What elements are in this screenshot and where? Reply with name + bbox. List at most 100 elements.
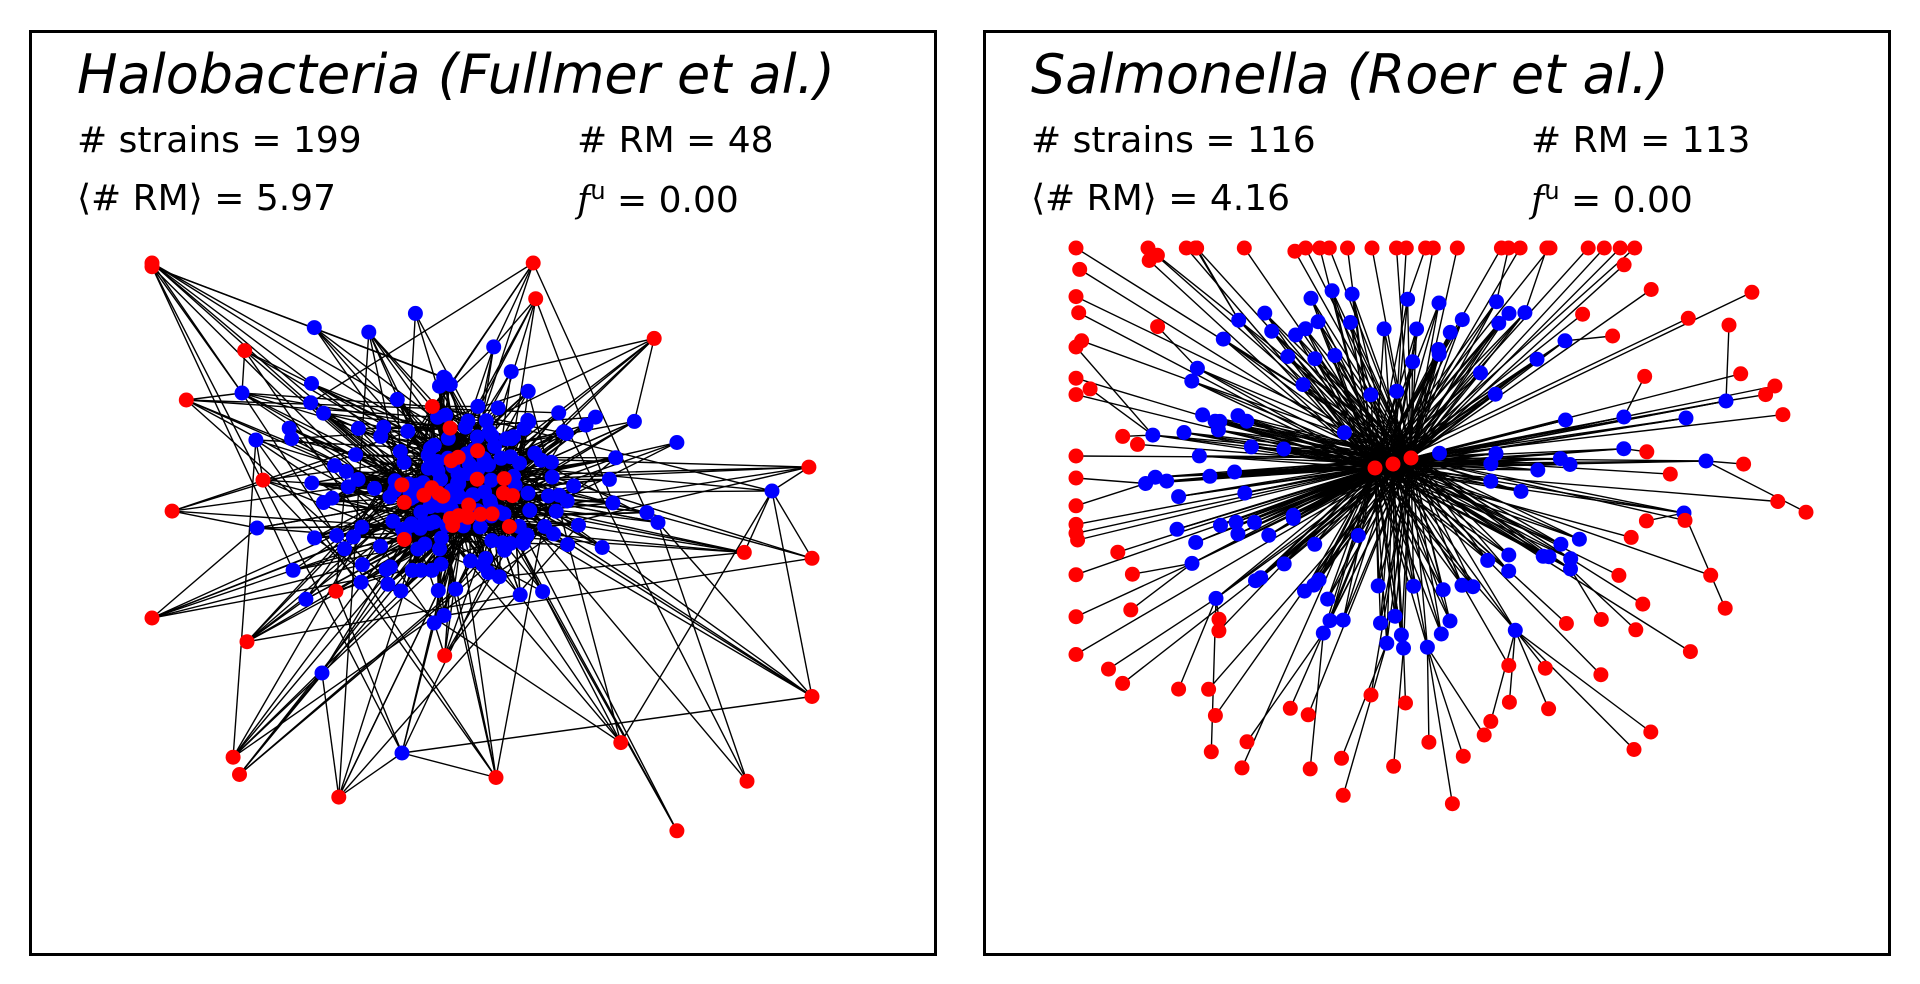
rm-node — [1211, 611, 1227, 627]
strain-node — [316, 405, 331, 421]
strain-node — [1184, 555, 1200, 571]
edge — [1246, 632, 1324, 743]
strain-node — [512, 587, 528, 603]
edge — [1392, 463, 1442, 635]
strain-node — [1557, 333, 1573, 349]
edge — [1304, 247, 1412, 459]
strain-node — [248, 432, 264, 448]
rm-node — [488, 770, 504, 785]
edge — [1075, 346, 1154, 436]
nodes — [144, 255, 820, 839]
edge — [1130, 562, 1193, 611]
edge — [1570, 568, 1637, 631]
strain-node — [1454, 312, 1470, 328]
strain-node — [1350, 528, 1366, 543]
rm-node — [1335, 787, 1351, 803]
strain-node — [1370, 578, 1386, 594]
rm-node — [1403, 450, 1419, 466]
strain-node — [1307, 536, 1323, 552]
edge — [1346, 247, 1376, 469]
edge — [432, 405, 567, 435]
rm-node — [1364, 240, 1380, 256]
rm-node — [1321, 240, 1337, 256]
rm-node — [1068, 289, 1084, 305]
edge — [313, 327, 452, 462]
rm-node — [1476, 727, 1492, 743]
panel-title: Salmonella (Roer et al.) — [1031, 43, 1669, 106]
rm-node — [1770, 494, 1786, 509]
strain-node — [1396, 640, 1411, 656]
strain-node — [1344, 286, 1360, 302]
edge — [1156, 254, 1240, 321]
strain-node — [533, 452, 549, 468]
edge — [657, 522, 748, 782]
strain-node — [450, 466, 466, 482]
rm-node — [1501, 694, 1517, 710]
rm-node — [525, 255, 541, 271]
edge — [1215, 467, 1376, 599]
edge — [1075, 467, 1376, 526]
strain-count: # strains = 116 — [1031, 120, 1316, 161]
edge — [1075, 477, 1146, 485]
edge — [553, 533, 813, 698]
strain-node — [1480, 552, 1496, 568]
edge — [1426, 646, 1485, 736]
rm-node — [1150, 319, 1166, 335]
strain-node — [1257, 305, 1273, 321]
rm-node — [495, 485, 511, 501]
rm-node — [473, 506, 489, 522]
strain-node — [424, 562, 440, 578]
strain-node — [1433, 626, 1449, 642]
rm-node — [1300, 707, 1316, 723]
edge — [1392, 247, 1589, 465]
edge — [171, 510, 258, 529]
strain-node — [422, 499, 438, 515]
edge — [1075, 457, 1412, 576]
edge — [498, 511, 813, 698]
edge — [310, 262, 534, 404]
edge — [1426, 646, 1464, 757]
strain-node — [1342, 315, 1358, 330]
edge — [232, 462, 405, 758]
rm-node — [164, 503, 180, 519]
rm-node — [1123, 602, 1139, 618]
strain-node — [1405, 354, 1421, 370]
edge — [1147, 247, 1394, 465]
edge — [1194, 247, 1240, 321]
rm-node — [1074, 333, 1090, 349]
rm-node — [1239, 734, 1255, 750]
rm-node — [1444, 796, 1460, 812]
strain-node — [1288, 327, 1304, 343]
rm-node — [1635, 596, 1651, 612]
strain-node — [1184, 373, 1200, 389]
strain-node — [437, 370, 453, 386]
edge — [1108, 597, 1217, 670]
strain-node — [1432, 445, 1447, 461]
strain-node — [1373, 615, 1388, 631]
strain-node — [285, 562, 301, 578]
rm-node — [178, 392, 194, 408]
rm-node — [442, 420, 458, 436]
strain-node — [1517, 305, 1533, 321]
strain-node — [1389, 383, 1405, 399]
edge — [1514, 629, 1635, 750]
edge — [1725, 325, 1730, 402]
rm-node — [528, 291, 544, 307]
strain-node — [281, 420, 297, 436]
edge — [1410, 457, 1580, 540]
fu-symbol: f — [1531, 180, 1545, 221]
strain-node — [382, 489, 398, 505]
rm-node — [736, 544, 752, 560]
edge — [1081, 340, 1193, 382]
strain-node — [502, 536, 518, 551]
strain-node — [298, 591, 314, 607]
strain-node — [1507, 622, 1523, 638]
edge — [1222, 338, 1394, 465]
rm-count: # RM = 48 — [577, 120, 774, 161]
strain-node — [1322, 613, 1338, 629]
edge — [1255, 467, 1376, 582]
edge — [1392, 648, 1405, 767]
strain-node — [1442, 324, 1458, 340]
strain-node — [430, 583, 446, 598]
strain-node — [400, 423, 416, 439]
